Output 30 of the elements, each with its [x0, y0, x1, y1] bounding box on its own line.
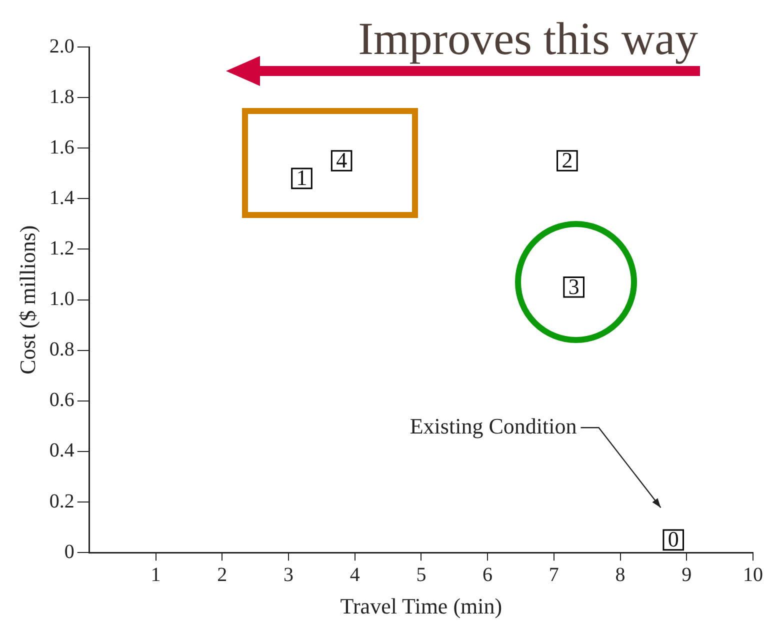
y-tick-label: 2.0 — [49, 35, 74, 58]
series-label: 0 — [668, 526, 679, 552]
y-tick-label: 1.8 — [49, 86, 74, 108]
y-axis-title: Cost ($ millions) — [14, 225, 40, 374]
y-tick-label: 1.4 — [49, 186, 74, 209]
x-tick-label: 4 — [350, 564, 360, 586]
x-tick-label: 8 — [615, 564, 626, 586]
annotation: Existing Condition — [410, 413, 577, 438]
x-axis-title: Travel Time (min) — [340, 594, 502, 619]
y-tick-label: 1.0 — [49, 288, 74, 310]
y-tick-label: 0.2 — [49, 490, 74, 512]
y-tick-label: 1.2 — [49, 237, 74, 260]
series-label: 3 — [568, 274, 580, 299]
y-tick-label: 0.4 — [49, 440, 74, 462]
x-tick-label: 7 — [548, 564, 559, 586]
series-label: 4 — [336, 148, 348, 173]
x-tick-label: 9 — [682, 564, 692, 586]
x-tick-label: 10 — [743, 564, 763, 586]
x-tick-label: 3 — [283, 564, 294, 586]
y-tick-label: 0.8 — [49, 338, 74, 361]
x-tick-label: 6 — [482, 564, 493, 586]
y-tick-label: 0.6 — [49, 389, 74, 412]
annotation: Improves this way — [358, 13, 698, 64]
series-label: 2 — [562, 148, 573, 173]
x-tick-label: 2 — [217, 564, 228, 586]
y-tick-label: 1.6 — [49, 136, 74, 158]
x-tick-label: 1 — [150, 564, 161, 586]
y-tick-label: 0 — [64, 540, 74, 563]
series-label: 1 — [296, 165, 308, 190]
x-tick-label: 5 — [416, 564, 426, 586]
